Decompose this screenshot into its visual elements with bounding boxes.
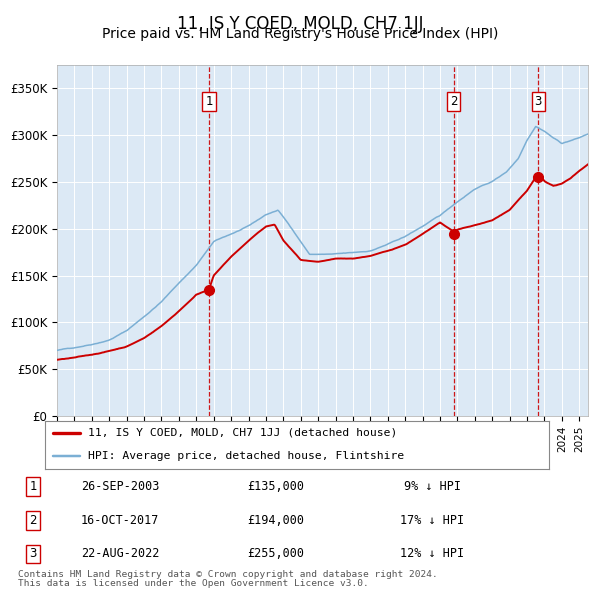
Text: 2: 2 [450, 95, 458, 108]
Text: 12% ↓ HPI: 12% ↓ HPI [400, 548, 464, 560]
Text: 1: 1 [29, 480, 37, 493]
Text: 9% ↓ HPI: 9% ↓ HPI [404, 480, 461, 493]
Text: 26-SEP-2003: 26-SEP-2003 [81, 480, 159, 493]
Text: 11, IS Y COED, MOLD, CH7 1JJ: 11, IS Y COED, MOLD, CH7 1JJ [177, 15, 423, 33]
Text: HPI: Average price, detached house, Flintshire: HPI: Average price, detached house, Flin… [88, 451, 404, 461]
Text: 1: 1 [205, 95, 213, 108]
Text: 2: 2 [29, 514, 37, 527]
Text: 11, IS Y COED, MOLD, CH7 1JJ (detached house): 11, IS Y COED, MOLD, CH7 1JJ (detached h… [88, 428, 397, 438]
Text: Contains HM Land Registry data © Crown copyright and database right 2024.: Contains HM Land Registry data © Crown c… [18, 571, 438, 579]
Text: This data is licensed under the Open Government Licence v3.0.: This data is licensed under the Open Gov… [18, 579, 369, 588]
Text: £255,000: £255,000 [248, 548, 305, 560]
Text: 22-AUG-2022: 22-AUG-2022 [81, 548, 159, 560]
Text: Price paid vs. HM Land Registry's House Price Index (HPI): Price paid vs. HM Land Registry's House … [102, 27, 498, 41]
Text: 3: 3 [535, 95, 542, 108]
Text: £194,000: £194,000 [248, 514, 305, 527]
Text: 17% ↓ HPI: 17% ↓ HPI [400, 514, 464, 527]
Text: 3: 3 [29, 548, 37, 560]
Text: 16-OCT-2017: 16-OCT-2017 [81, 514, 159, 527]
Text: £135,000: £135,000 [248, 480, 305, 493]
